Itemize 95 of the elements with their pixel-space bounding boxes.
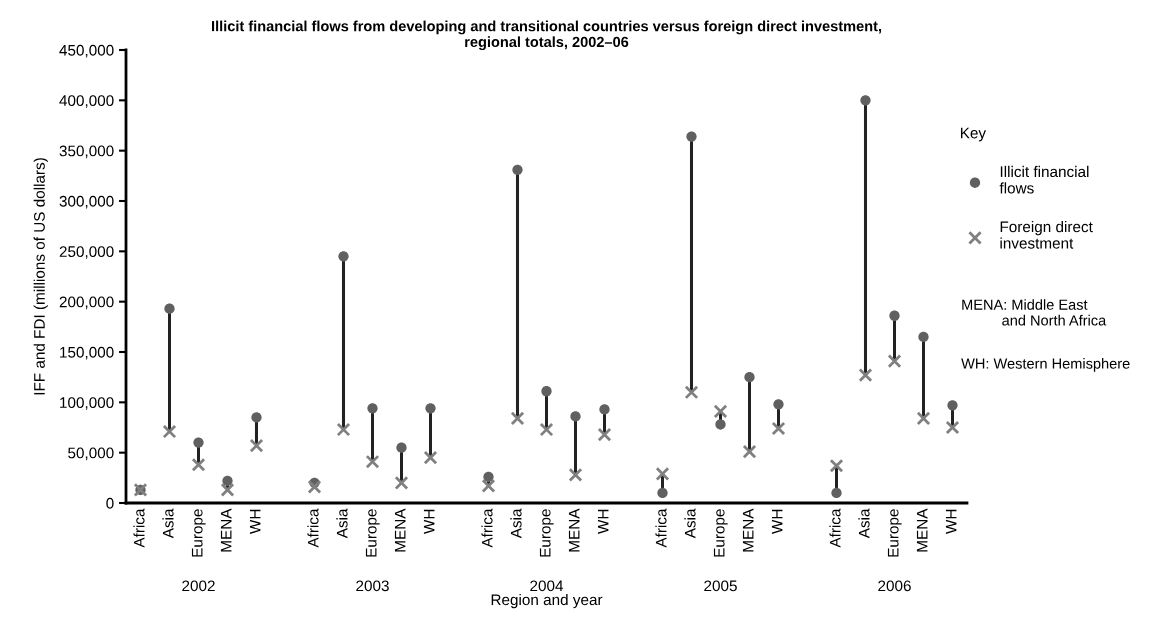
point — [597, 427, 612, 442]
x-tick-label: Asia — [162, 508, 174, 539]
x-tick-label: Europe — [887, 509, 902, 557]
x-tick-label: Europe — [365, 509, 380, 557]
point — [396, 442, 407, 453]
point — [307, 479, 322, 494]
point — [947, 400, 958, 411]
x-tick-label: Europe — [539, 509, 554, 557]
x-tick-label: WH — [249, 509, 261, 534]
y-tick-label: 50,000 — [68, 447, 114, 461]
x-tick-label: WH — [945, 509, 957, 534]
text: 2004 — [530, 580, 564, 592]
legend-title: Key — [960, 127, 987, 142]
point — [713, 404, 728, 419]
point — [425, 403, 436, 414]
point — [858, 368, 873, 383]
point — [568, 467, 583, 482]
point — [367, 403, 378, 414]
x-tick-label: Asia — [336, 508, 348, 539]
y-tick-label: 250,000 — [59, 246, 114, 259]
point — [771, 421, 786, 436]
x-tick-label: Asia — [510, 508, 522, 539]
point — [249, 438, 264, 453]
text: 2002 — [182, 580, 215, 592]
point — [193, 437, 204, 448]
point — [423, 450, 438, 465]
point — [222, 475, 233, 486]
point — [918, 331, 929, 343]
x-tick-label: Asia — [684, 508, 696, 539]
point — [394, 475, 409, 490]
x-tick-label: MENA — [220, 508, 232, 552]
point — [773, 399, 784, 410]
point — [338, 251, 349, 262]
point — [657, 487, 668, 499]
legend-label: Foreign direct investment — [1000, 221, 1093, 249]
point — [945, 420, 960, 435]
x-tick-label: Africa — [481, 508, 493, 548]
point — [831, 487, 842, 499]
point — [889, 310, 900, 321]
point — [829, 458, 844, 473]
y-tick-label: 300,000 — [59, 195, 114, 209]
point — [887, 354, 902, 369]
point — [365, 454, 380, 469]
x-tick-label: Asia — [858, 508, 870, 539]
point — [220, 482, 235, 497]
x-tick-label: MENA — [916, 508, 928, 552]
point — [684, 385, 699, 400]
point — [251, 412, 262, 423]
point — [541, 386, 552, 397]
point — [164, 303, 175, 314]
text: 2003 — [356, 580, 389, 592]
x-tick-label: Africa — [655, 508, 667, 548]
chart-title: Illicit financial flows from developing and transitional countries versus foreign direct investment, regional totals, 2002–06 — [212, 20, 882, 50]
y-tick-label: 400,000 — [59, 95, 114, 108]
x-tick-label: MENA — [742, 508, 754, 552]
point — [336, 422, 351, 437]
legend-label: Illicit financial flows — [999, 165, 1089, 194]
point — [860, 95, 871, 106]
y-tick-label: 150,000 — [60, 346, 114, 360]
x-tick-label: Europe — [713, 509, 728, 557]
y-tick-label: 350,000 — [59, 145, 114, 159]
point — [686, 131, 697, 142]
point — [570, 411, 581, 422]
point — [599, 404, 610, 415]
x-tick-label: Africa — [133, 508, 145, 548]
point — [655, 466, 670, 481]
x-tick-label: Africa — [829, 508, 841, 548]
point — [162, 424, 177, 439]
text: 2006 — [878, 580, 911, 592]
x-axis-title: Region and year — [491, 593, 603, 609]
point — [744, 372, 755, 383]
point — [191, 457, 206, 472]
point — [483, 471, 494, 482]
x-tick-label: MENA — [394, 508, 406, 552]
annotation: WH: Western Hemisphere — [961, 358, 1130, 372]
y-tick-label: 0 — [106, 497, 114, 509]
y-tick-label: 200,000 — [59, 296, 114, 310]
y-tick-label: 450,000 — [59, 44, 114, 58]
x-tick-label: Africa — [307, 508, 319, 548]
point — [742, 444, 757, 459]
x-tick-label: MENA — [568, 508, 580, 552]
x-tick-label: WH — [423, 509, 435, 534]
x-tick-label: WH — [771, 509, 783, 534]
y-axis-title: IFF and FDI (millions of US dollars) — [33, 158, 48, 395]
point — [539, 422, 554, 437]
text: 2005 — [704, 580, 737, 592]
y-tick-label: 100,000 — [60, 397, 114, 410]
point — [510, 411, 525, 426]
x-tick-label: WH — [597, 509, 609, 534]
point — [715, 419, 726, 430]
annotation: MENA: Middle East and North Africa — [962, 299, 1107, 326]
point — [512, 164, 523, 175]
point — [916, 411, 931, 426]
point — [481, 478, 496, 493]
x-tick-label: Europe — [191, 509, 206, 557]
